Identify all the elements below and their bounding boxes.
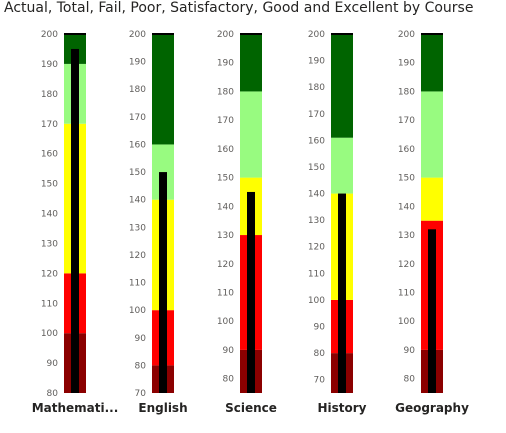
tick-label-mathemati: 130 bbox=[41, 239, 58, 249]
course-label-science: Science bbox=[225, 401, 277, 415]
band-excellent-history bbox=[331, 34, 353, 138]
tick-label-history: 110 bbox=[308, 269, 325, 279]
tick-label-science: 150 bbox=[217, 174, 234, 184]
tick-label-english: 80 bbox=[135, 361, 147, 371]
band-good-geography bbox=[421, 91, 443, 178]
tick-label-history: 200 bbox=[308, 30, 325, 40]
tick-label-mathemati: 140 bbox=[41, 210, 58, 220]
tick-label-mathemati: 190 bbox=[41, 60, 58, 70]
actual-bar-mathemati bbox=[71, 48, 79, 393]
tick-label-geography: 150 bbox=[398, 174, 415, 184]
tick-label-science: 160 bbox=[217, 145, 234, 155]
tick-label-history: 120 bbox=[308, 243, 325, 253]
actual-bar-science bbox=[247, 191, 255, 393]
tick-label-mathemati: 170 bbox=[41, 120, 58, 130]
tick-label-science: 200 bbox=[217, 30, 234, 40]
tick-label-english: 140 bbox=[129, 196, 146, 206]
tick-label-history: 90 bbox=[314, 323, 326, 333]
tick-label-science: 90 bbox=[223, 346, 235, 356]
tick-label-history: 150 bbox=[308, 163, 325, 173]
tick-label-english: 110 bbox=[129, 279, 146, 289]
tick-label-history: 100 bbox=[308, 296, 325, 306]
tick-label-science: 110 bbox=[217, 288, 234, 298]
tick-label-mathemati: 180 bbox=[41, 90, 58, 100]
tick-label-geography: 110 bbox=[398, 288, 415, 298]
tick-label-mathemati: 80 bbox=[47, 389, 59, 399]
tick-label-geography: 100 bbox=[398, 317, 415, 327]
tick-label-geography: 190 bbox=[398, 59, 415, 69]
band-excellent-english bbox=[152, 34, 174, 145]
tick-label-history: 190 bbox=[308, 57, 325, 67]
tick-label-science: 80 bbox=[223, 375, 235, 385]
tick-label-science: 130 bbox=[217, 231, 234, 241]
total-marker-mathemati bbox=[64, 33, 86, 35]
tick-label-history: 80 bbox=[314, 349, 326, 359]
band-excellent-geography bbox=[421, 34, 443, 92]
tick-label-geography: 200 bbox=[398, 30, 415, 40]
tick-label-english: 200 bbox=[129, 30, 146, 40]
tick-label-english: 100 bbox=[129, 306, 146, 316]
band-excellent-science bbox=[240, 34, 262, 92]
tick-label-mathemati: 100 bbox=[41, 329, 58, 339]
tick-label-science: 170 bbox=[217, 116, 234, 126]
tick-label-science: 180 bbox=[217, 87, 234, 97]
tick-label-geography: 90 bbox=[404, 346, 416, 356]
tick-label-english: 130 bbox=[129, 223, 146, 233]
actual-bar-english bbox=[159, 172, 167, 393]
tick-label-geography: 180 bbox=[398, 87, 415, 97]
tick-label-history: 170 bbox=[308, 110, 325, 120]
tick-label-mathemati: 150 bbox=[41, 180, 58, 190]
chart-title: Actual, Total, Fail, Poor, Satisfactory,… bbox=[4, 0, 474, 16]
tick-label-mathemati: 200 bbox=[41, 30, 58, 40]
tick-label-science: 190 bbox=[217, 59, 234, 69]
total-marker-english bbox=[152, 33, 174, 35]
tick-label-geography: 160 bbox=[398, 145, 415, 155]
tick-label-english: 120 bbox=[129, 251, 146, 261]
course-label-geography: Geography bbox=[395, 401, 469, 415]
tick-label-history: 140 bbox=[308, 190, 325, 200]
tick-label-history: 160 bbox=[308, 136, 325, 146]
course-label-mathemati: Mathemati... bbox=[32, 401, 119, 415]
tick-label-history: 130 bbox=[308, 216, 325, 226]
course-label-english: English bbox=[138, 401, 187, 415]
total-marker-science bbox=[240, 33, 262, 35]
tick-label-english: 150 bbox=[129, 168, 146, 178]
tick-label-geography: 120 bbox=[398, 260, 415, 270]
actual-bar-history bbox=[338, 193, 346, 393]
tick-label-mathemati: 90 bbox=[47, 359, 59, 369]
tick-label-english: 160 bbox=[129, 140, 146, 150]
tick-label-geography: 80 bbox=[404, 375, 416, 385]
tick-label-mathemati: 110 bbox=[41, 299, 58, 309]
course-label-history: History bbox=[317, 401, 366, 415]
tick-label-history: 180 bbox=[308, 83, 325, 93]
tick-label-geography: 170 bbox=[398, 116, 415, 126]
total-marker-geography bbox=[421, 33, 443, 35]
band-good-science bbox=[240, 91, 262, 178]
tick-label-geography: 130 bbox=[398, 231, 415, 241]
tick-label-science: 100 bbox=[217, 317, 234, 327]
tick-label-geography: 140 bbox=[398, 202, 415, 212]
tick-label-english: 180 bbox=[129, 85, 146, 95]
tick-label-english: 190 bbox=[129, 58, 146, 68]
tick-label-science: 120 bbox=[217, 260, 234, 270]
tick-label-history: 70 bbox=[314, 376, 326, 386]
total-marker-history bbox=[331, 33, 353, 35]
tick-label-mathemati: 160 bbox=[41, 150, 58, 160]
tick-label-mathemati: 120 bbox=[41, 269, 58, 279]
tick-label-english: 70 bbox=[135, 389, 147, 399]
actual-bar-geography bbox=[428, 229, 436, 393]
band-satisfactory-geography bbox=[421, 177, 443, 221]
tick-label-english: 90 bbox=[135, 334, 147, 344]
tick-label-science: 140 bbox=[217, 202, 234, 212]
band-good-history bbox=[331, 137, 353, 194]
tick-label-english: 170 bbox=[129, 113, 146, 123]
